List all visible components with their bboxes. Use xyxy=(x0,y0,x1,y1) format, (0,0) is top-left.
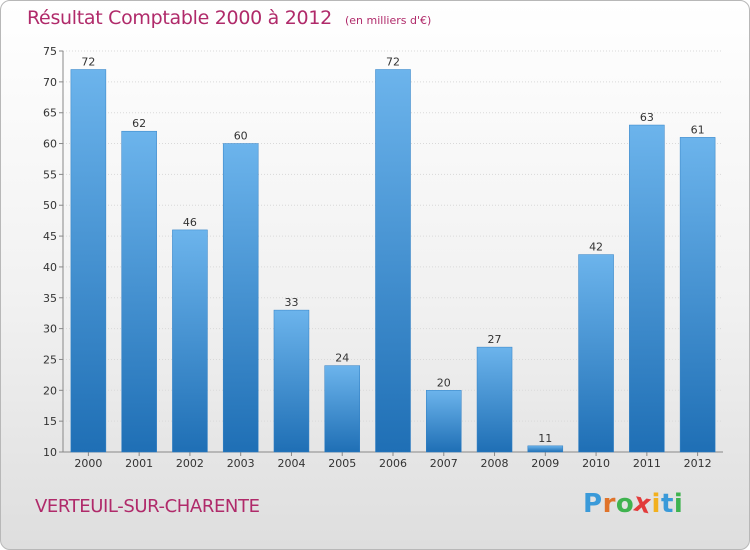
bar xyxy=(527,445,564,453)
y-tick-label: 35 xyxy=(43,292,57,305)
bar-value-label: 46 xyxy=(183,216,197,229)
bar xyxy=(476,346,513,453)
logo-letter: o xyxy=(615,489,635,519)
y-tick-label: 30 xyxy=(43,323,57,336)
bar-value-label: 42 xyxy=(589,241,603,254)
x-tick-label: 2005 xyxy=(328,457,356,470)
chart-title: Résultat Comptable 2000 à 2012 xyxy=(27,7,332,29)
chart-subtitle: (en milliers d'€) xyxy=(344,14,432,27)
y-tick-label: 50 xyxy=(43,199,57,212)
x-tick-label: 2008 xyxy=(481,457,509,470)
bar-value-label: 33 xyxy=(284,296,298,309)
bar xyxy=(121,130,157,453)
x-tick-label: 2002 xyxy=(176,457,204,470)
x-tick-label: 2009 xyxy=(531,457,559,470)
y-tick-label: 45 xyxy=(43,230,57,243)
bar xyxy=(222,143,259,453)
x-tick-label: 2004 xyxy=(277,457,305,470)
bar xyxy=(578,254,614,453)
y-tick-label: 10 xyxy=(43,446,57,459)
bar-value-label: 11 xyxy=(538,432,552,445)
bar-value-label: 60 xyxy=(234,130,248,143)
value-labels: 72 62 46 60 33 24 72 20 27 11 42 63 61 xyxy=(81,56,704,445)
y-tick-label: 55 xyxy=(43,168,57,181)
logo-letter: i xyxy=(651,489,661,519)
commune-name: VERTEUIL-SUR-CHARENTE xyxy=(35,496,260,517)
x-tick-label: 2007 xyxy=(430,457,458,470)
y-tick-label: 75 xyxy=(43,45,57,58)
bar xyxy=(679,137,716,453)
y-tick-label: 70 xyxy=(43,76,57,89)
bar xyxy=(375,69,411,453)
x-tick-label: 2003 xyxy=(227,457,255,470)
bar-value-label: 20 xyxy=(437,376,451,389)
logo-letter: P xyxy=(583,489,603,519)
bar-value-label: 63 xyxy=(640,111,654,124)
y-tick-label: 65 xyxy=(43,107,57,120)
logo-letter: t xyxy=(660,489,674,519)
bar xyxy=(426,390,462,453)
x-tick-label: 2012 xyxy=(684,457,712,470)
title-block: Résultat Comptable 2000 à 2012 (en milli… xyxy=(27,7,431,29)
x-tick-label: 2001 xyxy=(125,457,153,470)
bars xyxy=(70,69,716,453)
bar xyxy=(273,309,310,453)
x-tick-label: 2006 xyxy=(379,457,407,470)
bar-value-label: 72 xyxy=(386,56,400,69)
logo-letter: r xyxy=(602,489,616,519)
bar-value-label: 24 xyxy=(335,352,349,365)
bar-value-label: 72 xyxy=(81,56,95,69)
proxiti-logo: Proxiti xyxy=(583,488,684,521)
bar-value-label: 27 xyxy=(488,333,502,346)
bar xyxy=(172,229,208,453)
y-tick-label: 60 xyxy=(43,138,57,151)
bar xyxy=(70,69,107,453)
x-tick-label: 2010 xyxy=(582,457,610,470)
y-tick-label: 15 xyxy=(43,415,57,428)
x-tick-label: 2011 xyxy=(633,457,661,470)
bar xyxy=(324,365,360,453)
bar xyxy=(629,124,665,453)
logo-letter: i xyxy=(673,489,684,519)
x-tick-label: 2000 xyxy=(74,457,102,470)
bar-value-label: 62 xyxy=(132,117,146,130)
y-tick-label: 40 xyxy=(43,261,57,274)
bar-value-label: 61 xyxy=(691,123,705,136)
y-tick-label: 25 xyxy=(43,353,57,366)
y-tick-label: 20 xyxy=(43,384,57,397)
